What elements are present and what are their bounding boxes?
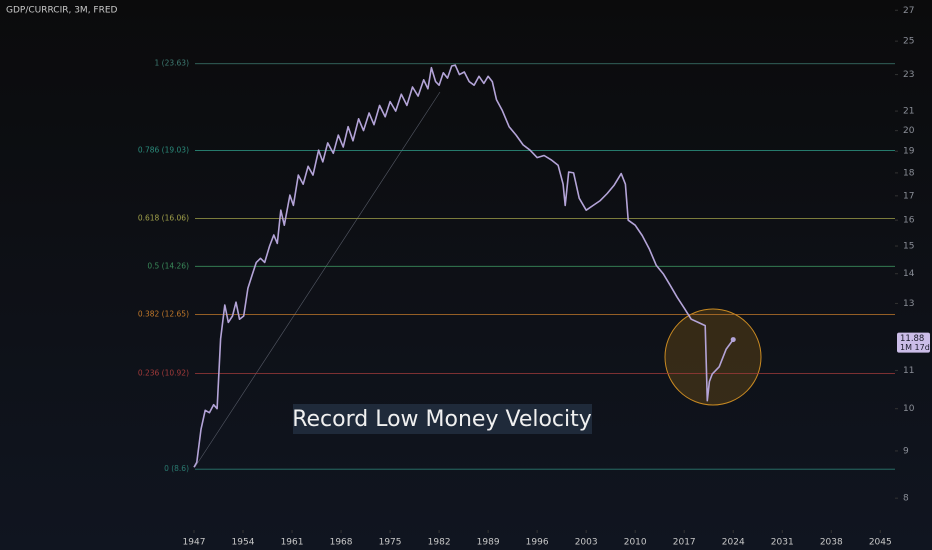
y-tick-label: 11 — [903, 366, 914, 376]
x-tick-label: 1954 — [232, 538, 255, 548]
y-tick-label: 10 — [903, 404, 915, 414]
x-tick-label: 1982 — [428, 538, 451, 548]
series-line — [193, 64, 734, 468]
x-tick-label: 2024 — [722, 538, 745, 548]
x-tick-label: 1975 — [379, 538, 402, 548]
y-tick-label: 9 — [903, 446, 909, 456]
y-tick-label: 19 — [903, 147, 915, 157]
x-tick-label: 1989 — [477, 538, 500, 548]
x-tick-label: 1947 — [183, 538, 206, 548]
y-tick-label: 17 — [903, 191, 914, 201]
fib-label: 0 (8.6) — [164, 464, 189, 473]
y-tick-label: 14 — [903, 269, 915, 279]
y-tick-label: 25 — [903, 37, 914, 47]
x-tick-label: 1996 — [526, 538, 549, 548]
y-tick-label: 18 — [903, 168, 915, 178]
y-tick-label: 8 — [903, 494, 909, 504]
x-tick-label: 2017 — [673, 538, 696, 548]
y-tick-label: 16 — [903, 216, 915, 226]
fib-label: 0.236 (10.92) — [138, 368, 189, 377]
x-tick-label: 2003 — [575, 538, 598, 548]
fib-label: 0.786 (19.03) — [138, 146, 189, 155]
highlight-circle — [664, 308, 762, 406]
x-tick-label: 2038 — [820, 538, 843, 548]
trend-line — [194, 91, 441, 468]
y-tick-label: 13 — [903, 299, 914, 309]
y-tick-label: 23 — [903, 70, 914, 80]
fib-label: 0.5 (14.26) — [147, 261, 189, 270]
plot: 8 9 10 11 13 14 15 16 17 18 19 20 21 23 25 27 1947 1954 19… — [138, 6, 930, 548]
y-tick-label: 21 — [903, 107, 914, 117]
annotation: Record Low Money Velocity — [292, 407, 592, 432]
fib-label: 0.382 (12.65) — [138, 309, 189, 318]
x-tick-label: 2045 — [869, 538, 892, 548]
x-tick-label: 2031 — [771, 538, 794, 548]
countdown: 1M 17d — [900, 343, 930, 352]
price-label: 11.88 — [900, 334, 924, 344]
y-tick-label: 27 — [903, 6, 914, 16]
x-tick-label: 1961 — [281, 538, 304, 548]
last-point — [730, 337, 736, 343]
y-tick-label: 15 — [903, 242, 914, 252]
x-tick-label: 2010 — [624, 538, 647, 548]
annotation-box — [293, 404, 592, 434]
x-tick-label: 1968 — [330, 538, 353, 548]
price-label-box — [897, 332, 930, 353]
fib-label: 1 (23.63) — [155, 59, 190, 68]
chart-title: GDP/CURRCIR, 3M, FRED — [6, 6, 118, 16]
fib-label: 0.618 (16.06) — [138, 214, 189, 223]
y-tick-label: 20 — [903, 126, 915, 136]
